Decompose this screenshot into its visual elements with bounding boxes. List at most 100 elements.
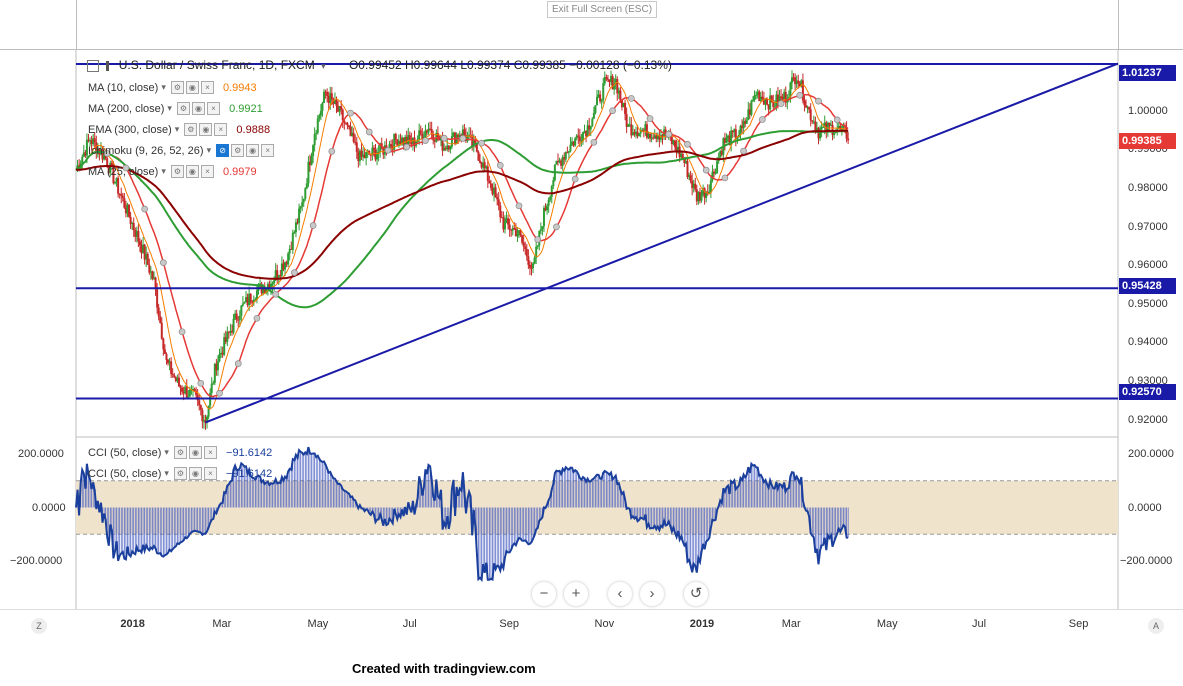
link-icon[interactable]: ⊘ — [216, 144, 230, 157]
candle-body — [402, 137, 405, 145]
legend-ma200[interactable]: MA (200, close) ▾ ⚙ ◉ × 0.9921 — [88, 102, 263, 118]
candle-body — [443, 147, 446, 151]
candle-body — [734, 129, 737, 140]
ichimoku-dot — [478, 139, 485, 147]
settings-icon[interactable]: ⚙ — [184, 123, 198, 136]
symbol-header[interactable]: U.S. Dollar / Swiss Franc, 1D, FXCM ▾ O0… — [87, 58, 672, 72]
ichimoku-dot — [459, 135, 467, 142]
candle-body — [670, 136, 673, 145]
candle-body — [829, 124, 832, 126]
candle-body — [549, 196, 552, 200]
legend-ema300[interactable]: EMA (300, close) ▾ ⚙ ◉ × 0.9888 — [88, 123, 270, 139]
legend-ma25[interactable]: MA (25, close) ▾ ⚙ ◉ × 0.9979 — [88, 165, 257, 181]
close-icon[interactable]: × — [207, 102, 221, 115]
close-icon[interactable]: × — [200, 81, 214, 94]
settings-icon[interactable]: ⚙ — [173, 446, 187, 459]
candle-body — [809, 109, 812, 121]
candle-body — [115, 178, 118, 183]
zoom-out-button[interactable]: − — [532, 582, 556, 606]
candle-style-icon[interactable] — [106, 60, 110, 71]
candle-body — [215, 363, 218, 371]
close-icon[interactable]: × — [203, 467, 217, 480]
indicator-lines — [75, 81, 849, 410]
candle-body — [352, 132, 355, 142]
eye-icon[interactable]: ◉ — [188, 467, 202, 480]
close-icon[interactable]: × — [203, 446, 217, 459]
auto-scale-button[interactable]: A — [1148, 618, 1164, 634]
candle-body — [221, 352, 224, 355]
symbol-name[interactable]: U.S. Dollar / Swiss Franc, 1D, FXCM — [118, 58, 315, 72]
chevron-down-icon[interactable]: ▾ — [167, 103, 172, 113]
close-icon[interactable]: × — [261, 144, 275, 157]
candle-body — [255, 290, 258, 300]
eye-icon[interactable]: ◉ — [185, 165, 199, 178]
candle-body — [507, 218, 510, 225]
candle-body — [282, 263, 285, 270]
chart-canvas[interactable] — [0, 0, 1183, 610]
eye-icon[interactable]: ◉ — [192, 102, 206, 115]
zoom-in-button[interactable]: + — [564, 582, 588, 606]
reset-chart-button[interactable]: ↺ — [684, 582, 708, 606]
candle-body — [494, 187, 497, 198]
chevron-down-icon[interactable]: ▾ — [174, 124, 180, 134]
candle-body — [210, 383, 213, 393]
eye-icon[interactable]: ◉ — [188, 446, 202, 459]
candle-body — [588, 125, 591, 130]
candle-body — [836, 128, 839, 131]
close-icon[interactable]: × — [200, 165, 214, 178]
candle-body — [479, 160, 482, 163]
candle-body — [770, 95, 773, 103]
eye-icon[interactable]: ◉ — [185, 81, 199, 94]
ichimoku-dot — [721, 174, 729, 182]
time-axis-bar[interactable] — [0, 609, 1183, 638]
chevron-down-icon[interactable]: ▾ — [161, 82, 166, 92]
candle-body — [241, 303, 244, 306]
candle-body — [535, 246, 538, 258]
legend-cci-2[interactable]: CCI (50, close) ▾ ⚙ ◉ × −91.6142 — [88, 467, 272, 483]
settings-icon[interactable]: ⚙ — [177, 102, 191, 115]
exit-fullscreen-button[interactable]: Exit Full Screen (ESC) — [547, 1, 658, 18]
candle-body — [580, 141, 583, 143]
ichimoku-dot — [328, 147, 336, 155]
chevron-down-icon[interactable]: ▾ — [164, 447, 169, 457]
ichimoku-dot — [534, 236, 542, 243]
candle-body — [360, 150, 363, 157]
settings-icon[interactable]: ⚙ — [170, 165, 184, 178]
candle-body — [243, 302, 246, 304]
candle-body — [355, 142, 358, 152]
candle-body — [340, 106, 343, 110]
settings-icon[interactable]: ⚙ — [170, 81, 184, 94]
candle-body — [308, 161, 311, 166]
candle-body — [606, 78, 609, 80]
candle-body — [541, 226, 544, 230]
candle-body — [224, 337, 227, 342]
candle-body — [564, 152, 567, 160]
candle-body — [134, 230, 137, 237]
eye-icon[interactable]: ◉ — [199, 123, 213, 136]
legend-ma10[interactable]: MA (10, close) ▾ ⚙ ◉ × 0.9943 — [88, 81, 257, 97]
legend-ichimoku[interactable]: Ichimoku (9, 26, 52, 26) ▾ ⊘ ⚙ ◉ × — [88, 144, 275, 160]
candle-body — [232, 318, 235, 333]
settings-icon[interactable]: ⚙ — [231, 144, 245, 157]
candle-body — [184, 386, 187, 394]
chevron-down-icon[interactable]: ▾ — [161, 166, 166, 176]
chevron-down-icon[interactable]: ▾ — [321, 61, 326, 71]
eye-icon[interactable]: ◉ — [246, 144, 260, 157]
legend-cci-1[interactable]: CCI (50, close) ▾ ⚙ ◉ × −91.6142 — [88, 446, 272, 462]
scroll-right-button[interactable]: › — [640, 582, 664, 606]
candle-body — [561, 157, 564, 166]
scroll-left-button[interactable]: ‹ — [608, 582, 632, 606]
candle-body — [438, 139, 441, 141]
chevron-down-icon[interactable]: ▾ — [164, 468, 169, 478]
legend-label: CCI (50, close) — [88, 467, 162, 480]
legend-value: −91.6142 — [226, 446, 273, 459]
collapse-icon[interactable] — [87, 59, 99, 72]
candle-body — [316, 118, 319, 133]
zoom-corner-button[interactable]: Z — [31, 618, 47, 634]
settings-icon[interactable]: ⚙ — [173, 467, 187, 480]
candle-body — [686, 161, 689, 178]
candle-body — [761, 96, 764, 99]
close-icon[interactable]: × — [214, 123, 228, 136]
candle-body — [503, 221, 506, 230]
chevron-down-icon[interactable]: ▾ — [206, 145, 212, 155]
